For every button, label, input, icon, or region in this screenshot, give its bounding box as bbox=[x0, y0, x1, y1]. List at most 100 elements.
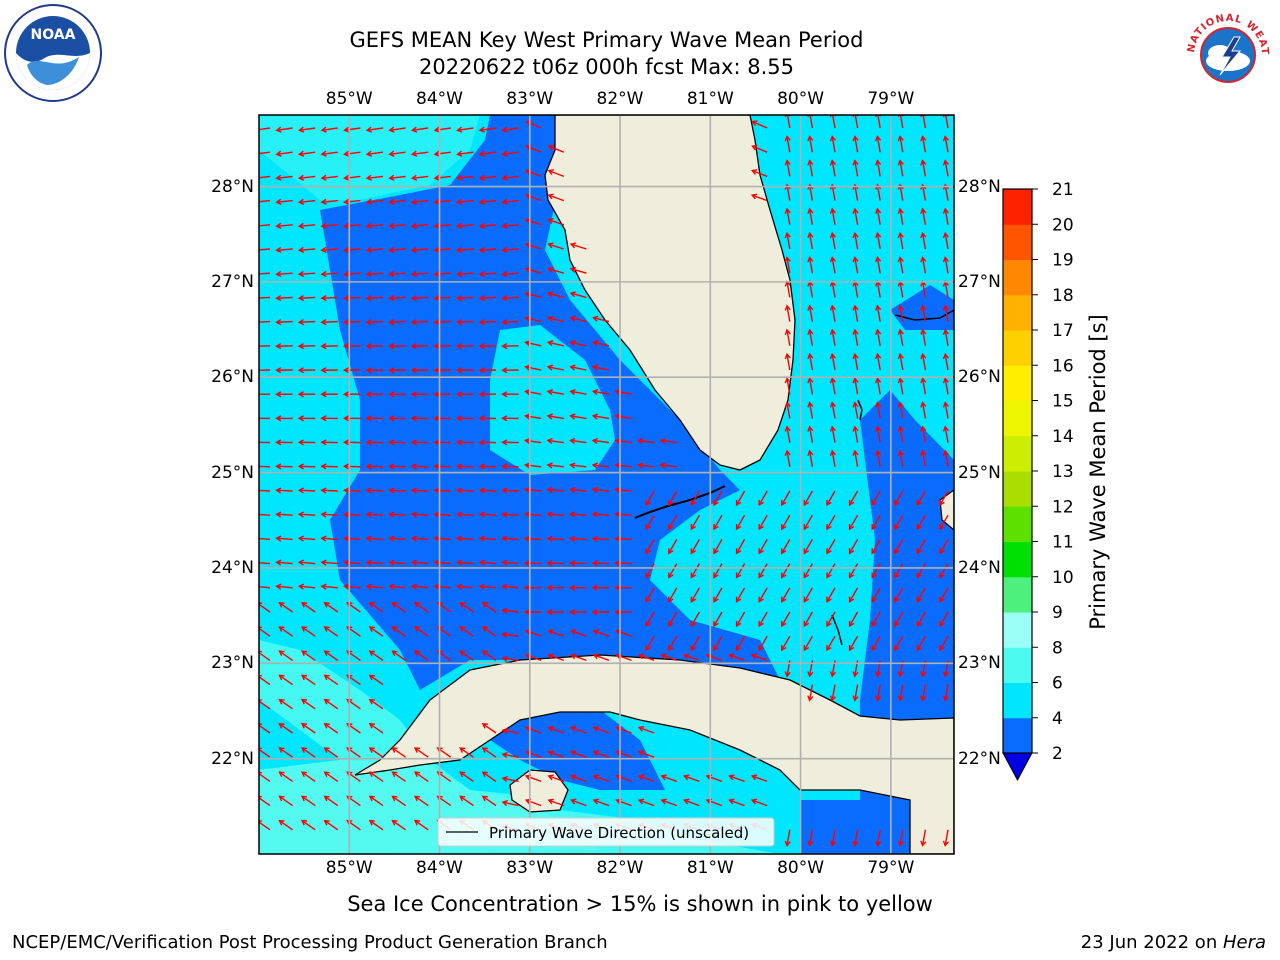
wave-arrow bbox=[942, 352, 949, 371]
wave-arrow bbox=[524, 364, 542, 371]
wave-arrow bbox=[784, 425, 791, 443]
wave-arrow bbox=[259, 151, 271, 156]
wave-arrow bbox=[546, 364, 564, 371]
wave-arrow bbox=[456, 246, 474, 254]
wave-arrow bbox=[456, 318, 474, 326]
wave-arrow bbox=[592, 798, 610, 807]
wave-arrow bbox=[645, 611, 655, 628]
wave-arrow bbox=[546, 560, 564, 567]
wave-arrow bbox=[368, 602, 384, 613]
wave-arrow bbox=[388, 559, 406, 566]
colorbar-segment-13 bbox=[1003, 259, 1032, 296]
wave-arrow bbox=[365, 150, 384, 157]
wave-arrow bbox=[750, 193, 768, 202]
wave-arrow bbox=[365, 511, 384, 518]
wave-arrow bbox=[501, 775, 519, 783]
wave-arrow bbox=[826, 635, 836, 652]
wave-arrow bbox=[259, 320, 271, 323]
wave-arrow bbox=[320, 294, 338, 302]
wave-arrow bbox=[343, 198, 361, 205]
chart-title-line2: 20220622 t06z 000h fcst Max: 8.55 bbox=[419, 55, 794, 79]
wave-arrow bbox=[501, 535, 519, 542]
wave-arrow bbox=[897, 352, 904, 371]
wave-arrow bbox=[320, 222, 338, 229]
wave-arrow bbox=[365, 367, 384, 374]
wave-arrow bbox=[829, 231, 836, 250]
map-frame bbox=[258, 114, 955, 855]
wave-arrow bbox=[807, 159, 814, 177]
footer-branch: NCEP/EMC/Verification Post Processing Pr… bbox=[12, 932, 608, 953]
wave-arrow bbox=[410, 174, 429, 181]
wave-arrow bbox=[546, 413, 564, 420]
wave-arrow bbox=[803, 490, 814, 507]
wave-arrow bbox=[343, 583, 361, 590]
wave-arrow bbox=[660, 798, 678, 807]
wave-arrow bbox=[456, 343, 474, 350]
wave-arrow bbox=[523, 486, 542, 493]
wave-arrow bbox=[942, 377, 949, 395]
wave-arrow bbox=[591, 413, 610, 420]
wave-arrow bbox=[433, 222, 451, 229]
wave-arrow bbox=[758, 514, 768, 531]
wave-arrow bbox=[829, 135, 836, 153]
wave-arrow bbox=[546, 315, 564, 323]
wave-arrow bbox=[413, 602, 429, 613]
wave-arrow bbox=[456, 439, 474, 446]
wave-arrow bbox=[410, 126, 429, 133]
lon-label-bottom-4: 81°W bbox=[686, 858, 734, 878]
wave-arrow bbox=[320, 367, 338, 374]
period-region-6-8 bbox=[259, 640, 780, 854]
wave-arrow bbox=[942, 231, 949, 250]
wave-arrow bbox=[410, 511, 429, 518]
wave-arrow bbox=[501, 174, 519, 181]
wave-arrow bbox=[803, 635, 814, 652]
wave-arrow bbox=[365, 415, 384, 422]
wave-arrow bbox=[300, 795, 316, 807]
wave-arrow bbox=[391, 819, 407, 831]
wave-arrow bbox=[547, 750, 565, 758]
wave-arrow bbox=[547, 653, 565, 662]
wave-arrow bbox=[297, 487, 316, 494]
wave-arrow bbox=[569, 609, 587, 616]
wave-arrow bbox=[501, 222, 519, 229]
wave-arrow bbox=[524, 340, 542, 347]
wave-arrow bbox=[300, 626, 316, 637]
wave-arrow bbox=[920, 135, 927, 153]
wave-arrow bbox=[391, 771, 407, 782]
wave-arrow bbox=[259, 417, 271, 420]
wave-arrow bbox=[592, 315, 610, 323]
wave-arrow bbox=[297, 535, 316, 542]
chart-title-line1: GEFS MEAN Key West Primary Wave Mean Per… bbox=[349, 28, 864, 52]
wave-arrow bbox=[297, 294, 316, 302]
lon-label-bottom-6: 79°W bbox=[867, 858, 915, 878]
wave-arrow bbox=[259, 489, 271, 492]
wave-arrow bbox=[852, 135, 859, 153]
wave-arrow bbox=[388, 150, 406, 157]
lon-label-top-6: 79°W bbox=[867, 89, 915, 109]
wave-arrow bbox=[781, 514, 791, 531]
wave-arrow bbox=[523, 584, 542, 591]
wave-arrow bbox=[388, 198, 406, 205]
wave-arrow bbox=[848, 514, 859, 531]
wave-arrow bbox=[807, 377, 814, 395]
wave-arrow bbox=[591, 511, 610, 518]
wave-arrow bbox=[659, 462, 677, 469]
wave-arrow bbox=[875, 352, 882, 371]
wave-arrow bbox=[920, 829, 927, 847]
wave-arrow bbox=[278, 771, 294, 782]
wave-arrow bbox=[852, 304, 859, 322]
wave-arrow bbox=[897, 401, 904, 419]
wave-arrow bbox=[591, 486, 610, 493]
wave-arrow bbox=[784, 183, 791, 201]
wave-arrow bbox=[750, 774, 768, 783]
wave-arrow bbox=[939, 490, 949, 507]
wave-arrow bbox=[259, 369, 271, 371]
wave-arrow bbox=[343, 391, 361, 398]
wave-arrow bbox=[546, 437, 564, 445]
wave-arrow bbox=[875, 304, 882, 322]
wave-arrow bbox=[410, 198, 429, 205]
wave-arrow bbox=[456, 415, 474, 422]
wave-arrow bbox=[637, 725, 655, 734]
wave-arrow bbox=[388, 174, 406, 181]
wave-arrow bbox=[433, 415, 451, 422]
